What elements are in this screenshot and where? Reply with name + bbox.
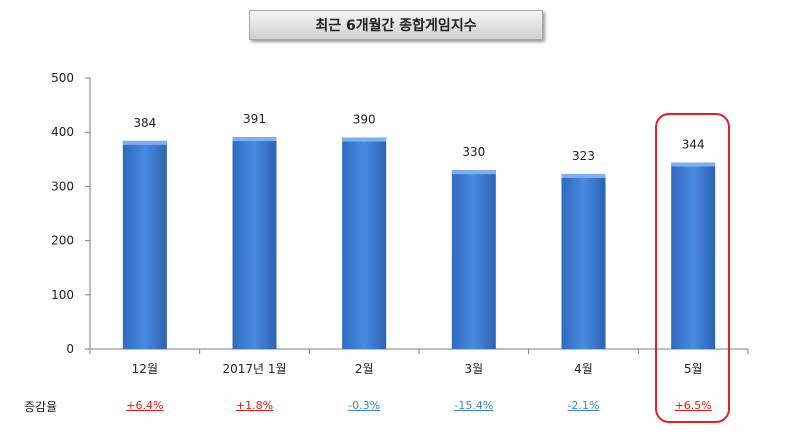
data-label: 344 <box>682 138 705 152</box>
bar <box>232 137 277 349</box>
bar-top-highlight <box>342 137 387 142</box>
x-tick-label: 2월 <box>355 362 374 376</box>
change-rate-value: +1.8% <box>235 399 274 412</box>
y-tick-label: 300 <box>51 179 74 193</box>
x-tick-label: 3월 <box>464 362 483 376</box>
bar-top-highlight <box>451 170 496 175</box>
change-rate-value: +6.4% <box>126 399 164 412</box>
data-label: 390 <box>353 113 376 127</box>
data-label: 391 <box>243 112 266 126</box>
y-tick-label: 200 <box>51 234 74 248</box>
y-tick-label: 100 <box>51 288 74 302</box>
change-rate-value: -15.4% <box>454 399 494 412</box>
bar <box>561 173 606 349</box>
x-tick-label: 5월 <box>684 362 703 376</box>
chart-bars: 384 391 390 330 323 344 <box>122 112 716 349</box>
bar-top-highlight <box>671 162 716 167</box>
y-tick-label: 0 <box>66 342 74 356</box>
bar-top-highlight <box>232 137 277 142</box>
latest-month-highlight <box>655 113 730 423</box>
change-rate-label: 증감율 <box>24 400 58 414</box>
chart-title: 최근 6개월간 종합게임지수 <box>249 10 543 40</box>
x-tick-label: 4월 <box>574 362 593 376</box>
data-label: 323 <box>572 149 595 163</box>
bar <box>342 137 387 349</box>
bar-top-highlight <box>561 173 606 178</box>
data-label: 330 <box>462 145 485 159</box>
change-rate-value: -0.3% <box>348 399 381 412</box>
y-tick-label: 400 <box>51 125 74 139</box>
x-tick-label: 12월 <box>132 362 158 376</box>
bar <box>122 140 167 349</box>
bar-top-highlight <box>122 140 167 145</box>
change-rate-value: -2.1% <box>567 399 600 412</box>
x-tick-label: 2017년 1월 <box>222 362 286 376</box>
bar <box>451 170 496 349</box>
bar <box>671 162 716 349</box>
y-tick-label: 500 <box>51 71 74 85</box>
data-label: 384 <box>133 116 156 130</box>
chart-axes: 0 100 200 300 400 500 12월 2017년 1월 2월 3월 4월 5월 <box>51 71 749 376</box>
change-rate-value: +6.5% <box>674 399 712 412</box>
